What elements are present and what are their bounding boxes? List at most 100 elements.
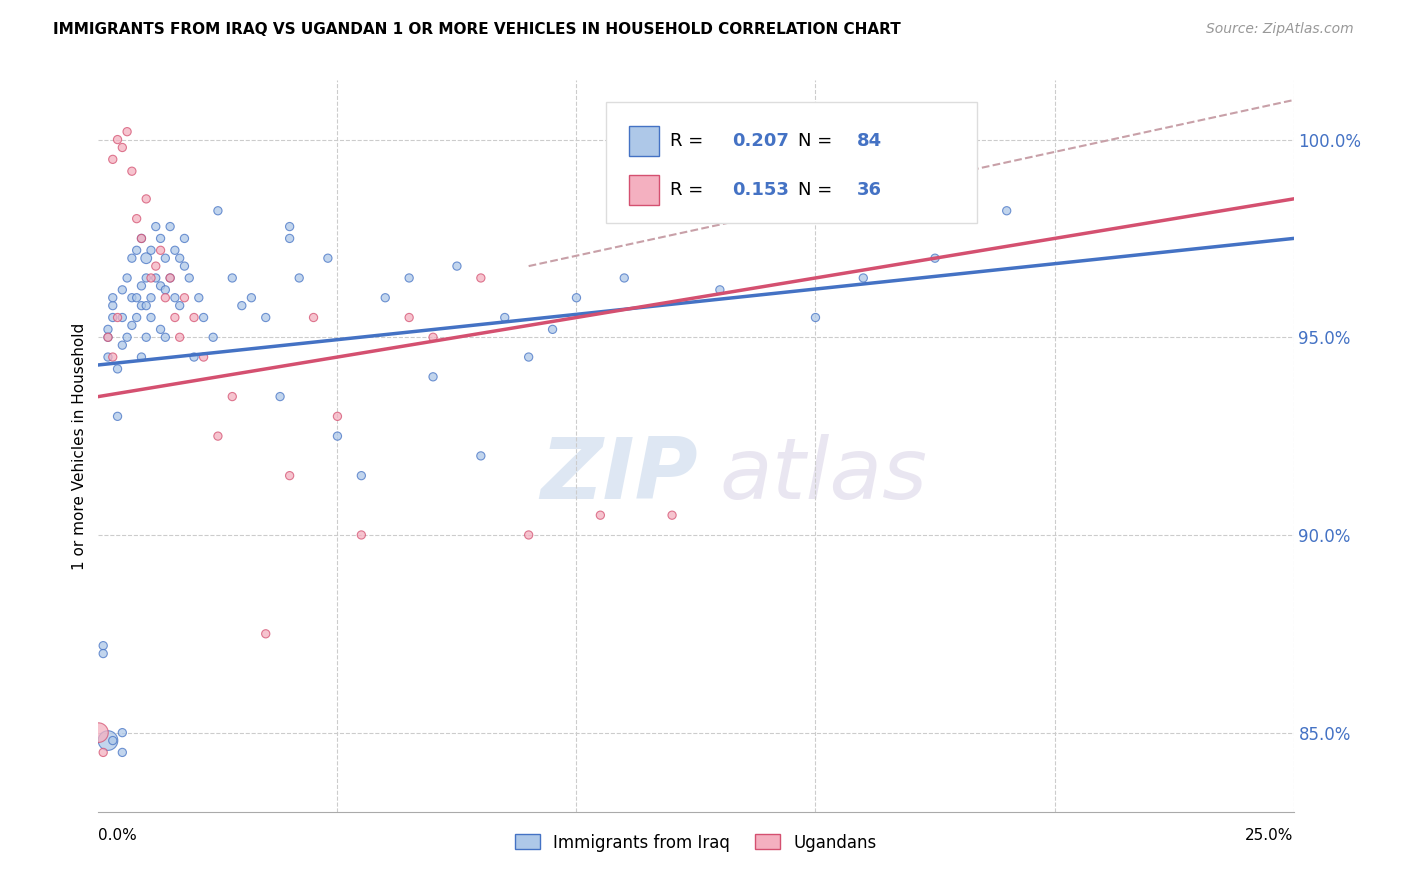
Point <box>541 322 564 336</box>
Point <box>107 310 129 325</box>
Point <box>350 528 373 542</box>
Point <box>374 291 396 305</box>
Point <box>111 725 134 739</box>
Point <box>159 271 181 285</box>
Point <box>169 330 191 344</box>
Point <box>97 322 120 336</box>
Text: R =: R = <box>669 132 709 150</box>
Point <box>179 271 201 285</box>
Point <box>804 310 827 325</box>
Text: Source: ZipAtlas.com: Source: ZipAtlas.com <box>1206 22 1354 37</box>
Point <box>278 231 301 245</box>
Point <box>111 310 134 325</box>
Point <box>145 219 167 234</box>
Point <box>131 278 153 293</box>
Point <box>111 746 134 760</box>
Point <box>135 192 157 206</box>
Point <box>470 271 492 285</box>
Point <box>589 508 612 523</box>
FancyBboxPatch shape <box>606 103 977 223</box>
Point <box>193 350 215 364</box>
Point <box>155 283 177 297</box>
Point <box>131 299 153 313</box>
Point <box>202 330 225 344</box>
Text: 36: 36 <box>858 181 883 199</box>
Point <box>97 733 120 747</box>
Point <box>924 251 946 265</box>
Point <box>91 647 114 661</box>
Text: 25.0%: 25.0% <box>1246 828 1294 843</box>
Point <box>221 390 243 404</box>
Point <box>995 203 1018 218</box>
Point <box>139 244 162 258</box>
Point <box>173 291 195 305</box>
Point <box>326 429 349 443</box>
Point <box>149 278 172 293</box>
Point <box>121 291 143 305</box>
Point <box>107 132 129 146</box>
Point <box>131 231 153 245</box>
Point <box>159 271 181 285</box>
Text: 0.153: 0.153 <box>733 181 789 199</box>
Text: IMMIGRANTS FROM IRAQ VS UGANDAN 1 OR MORE VEHICLES IN HOUSEHOLD CORRELATION CHAR: IMMIGRANTS FROM IRAQ VS UGANDAN 1 OR MOR… <box>53 22 901 37</box>
Point <box>207 203 229 218</box>
Point <box>145 259 167 273</box>
Point <box>115 330 138 344</box>
Point <box>207 429 229 443</box>
Text: R =: R = <box>669 181 709 199</box>
Point <box>517 528 540 542</box>
Point <box>139 310 162 325</box>
Point <box>139 271 162 285</box>
Point <box>97 330 120 344</box>
Point <box>254 310 277 325</box>
Point <box>121 251 143 265</box>
Point <box>470 449 492 463</box>
Point <box>107 362 129 376</box>
Point <box>852 271 875 285</box>
Point <box>101 310 124 325</box>
Point <box>149 231 172 245</box>
Point <box>155 330 177 344</box>
Point <box>565 291 588 305</box>
Point <box>661 508 683 523</box>
Point <box>125 310 148 325</box>
Point <box>278 219 301 234</box>
Point <box>231 299 253 313</box>
Point <box>121 164 143 178</box>
Point <box>111 283 134 297</box>
Point <box>135 330 157 344</box>
Point <box>398 271 420 285</box>
Point <box>269 390 291 404</box>
Text: ZIP: ZIP <box>541 434 699 516</box>
Point <box>288 271 311 285</box>
Point <box>107 409 129 424</box>
Point <box>709 283 731 297</box>
Point <box>163 310 186 325</box>
Point <box>326 409 349 424</box>
Point <box>139 291 162 305</box>
Point <box>149 322 172 336</box>
Point <box>254 627 277 641</box>
Point <box>183 310 205 325</box>
Point <box>115 271 138 285</box>
Point <box>169 251 191 265</box>
Point <box>97 350 120 364</box>
Point <box>111 338 134 352</box>
Point <box>350 468 373 483</box>
Text: 84: 84 <box>858 132 883 150</box>
Point <box>422 369 444 384</box>
Point <box>159 219 181 234</box>
Point <box>163 291 186 305</box>
Point <box>193 310 215 325</box>
Point <box>87 725 110 739</box>
Point <box>183 350 205 364</box>
Point <box>121 318 143 333</box>
Point <box>221 271 243 285</box>
Point <box>101 733 124 747</box>
Point <box>398 310 420 325</box>
FancyBboxPatch shape <box>628 126 659 156</box>
Y-axis label: 1 or more Vehicles in Household: 1 or more Vehicles in Household <box>72 322 87 570</box>
Text: N =: N = <box>797 132 838 150</box>
Point <box>115 125 138 139</box>
Point <box>131 231 153 245</box>
